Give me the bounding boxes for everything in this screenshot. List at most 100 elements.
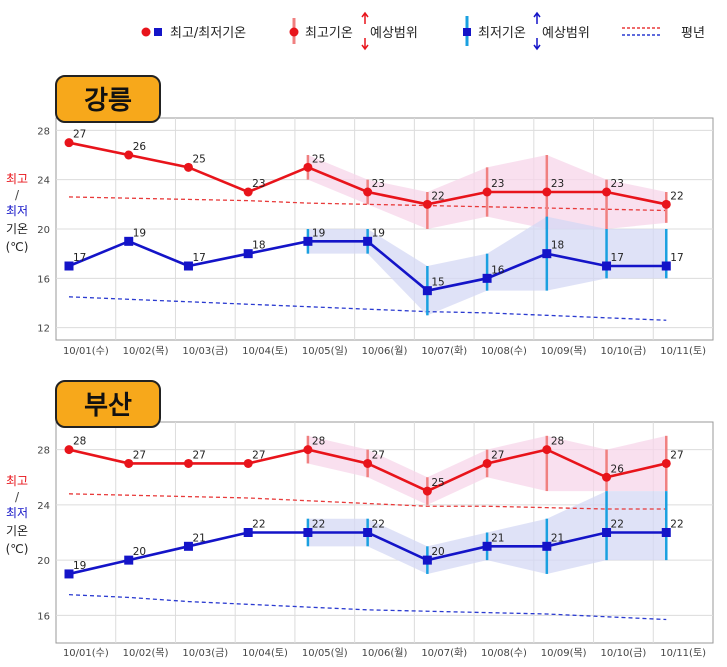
- x-tick-label: 10/06(월): [362, 345, 408, 357]
- chart-busan: 28 24 20 16 10/01(수) 10/02(목) 10/03(금) 10/04(토)…: [6, 380, 714, 659]
- low-temp-label: 21: [491, 532, 504, 544]
- high-temp-point: [542, 445, 552, 455]
- x-tick-label: 10/03(금): [182, 647, 228, 659]
- high-temp-label: 28: [73, 436, 86, 448]
- x-tick-label: 10/11(토): [660, 346, 706, 357]
- high-temp-label: 28: [551, 436, 564, 448]
- low-temp-point: [243, 528, 253, 537]
- y-tick-label: 28: [37, 126, 50, 137]
- high-temp-point: [303, 445, 313, 455]
- high-temp-label: 23: [491, 178, 504, 190]
- x-tick-label: 10/03(금): [182, 345, 228, 357]
- legend: 최고/최저기온 최고기온 예상범위 최저기온 예상범위 평년: [141, 11, 705, 51]
- y-tick-label: 20: [37, 556, 50, 567]
- y-label-low: 최저: [6, 506, 28, 520]
- low-temp-point: [64, 261, 74, 271]
- high-temp-label: 27: [73, 129, 86, 141]
- low-temp-label: 19: [312, 227, 325, 239]
- y-label-unit: (℃): [6, 240, 29, 254]
- x-tick-label: 10/04(토): [242, 648, 288, 659]
- low-temp-point: [363, 236, 373, 246]
- legend-item-high: 최고기온: [305, 26, 353, 41]
- high-temp-label: 25: [192, 153, 205, 165]
- legend-high-range: 예상범위: [370, 26, 418, 41]
- y-label-slash: /: [15, 188, 20, 202]
- low-temp-label: 20: [431, 546, 444, 558]
- low-temp-label: 21: [551, 532, 564, 544]
- high-temp-point: [183, 458, 193, 468]
- y-tick-label: 16: [37, 611, 50, 622]
- x-tick-label: 10/05(일): [302, 647, 348, 659]
- normal-high-line: [68, 493, 667, 510]
- x-tick-label: 10/08(수): [481, 345, 527, 357]
- high-temp-point: [363, 187, 373, 197]
- high-temp-point: [661, 199, 671, 209]
- x-tick-label: 10/01(수): [63, 345, 109, 357]
- y-label-high: 최고: [6, 474, 28, 488]
- high-temp-label: 27: [252, 449, 265, 461]
- low-temp-label: 16: [491, 264, 505, 276]
- high-temp-label: 27: [670, 449, 683, 461]
- x-tick-label: 10/05(일): [302, 345, 348, 357]
- high-temp-point: [482, 187, 492, 197]
- x-tick-label: 10/08(수): [481, 647, 527, 659]
- y-label-slash: /: [15, 490, 20, 504]
- low-temp-point: [422, 555, 432, 565]
- y-label-low: 최저: [6, 204, 28, 218]
- legend-item-low: 최저기온: [478, 26, 526, 41]
- high-temp-label: 27: [192, 449, 205, 461]
- low-temp-label: 20: [133, 546, 146, 558]
- high-temp-point: [661, 458, 671, 468]
- high-temp-label: 23: [372, 178, 385, 190]
- low-temp-point: [124, 236, 134, 246]
- y-tick-label: 28: [37, 446, 50, 457]
- x-tick-label: 10/01(수): [63, 647, 109, 659]
- high-temp-label: 23: [551, 178, 564, 190]
- high-temp-label: 28: [312, 436, 325, 448]
- high-temp-point: [243, 458, 253, 468]
- y-label-unit: (℃): [6, 542, 29, 556]
- x-tick-label: 10/07(화): [421, 345, 467, 357]
- legend-item-normal: 평년: [681, 26, 705, 41]
- y-tick-label: 20: [37, 225, 50, 236]
- high-temp-point: [303, 162, 313, 172]
- chart-title-badge: [55, 380, 161, 428]
- high-temp-label: 25: [312, 153, 325, 165]
- high-temp-label: 26: [611, 463, 625, 475]
- legend-up-arrow-icon: [361, 11, 369, 24]
- high-temp-point: [422, 199, 432, 209]
- y-tick-label: 12: [37, 324, 50, 335]
- high-temp-label: 27: [491, 449, 504, 461]
- plot-area: 28 24 20 16 12 10/01(수) 10/02(목) 10/03(금) 10/04(…: [37, 117, 714, 357]
- y-label-temp: 기온: [6, 524, 28, 538]
- chart-title: 강릉: [84, 86, 132, 116]
- y-axis-label: 최고 / 최저 기온 (℃): [6, 172, 29, 254]
- high-temp-point: [482, 458, 492, 468]
- legend-high-dot-icon: [289, 27, 299, 37]
- high-temp-point: [64, 445, 74, 455]
- x-tick-label: 10/04(토): [242, 346, 288, 357]
- chart-title: 부산: [84, 391, 132, 421]
- y-tick-label: 16: [37, 274, 50, 285]
- legend-down-arrow-icon: [533, 38, 541, 51]
- low-temp-point: [542, 249, 552, 259]
- low-temp-label: 22: [252, 519, 265, 531]
- low-temp-label: 19: [372, 227, 385, 239]
- chart-gangneung: 28 24 20 16 12 10/01(수) 10/02(목) 10/03(금) 10/04(…: [6, 75, 714, 357]
- low-temp-point: [542, 541, 552, 551]
- x-tick-label: 10/10(금): [600, 345, 646, 357]
- high-temp-point: [124, 150, 134, 160]
- low-range-band: [307, 491, 667, 574]
- y-axis-label: 최고 / 최저 기온 (℃): [6, 474, 29, 556]
- high-temp-point: [422, 486, 432, 496]
- x-tick-label: 10/11(토): [660, 648, 706, 659]
- low-temp-label: 17: [670, 252, 683, 264]
- high-temp-point: [64, 138, 74, 148]
- legend-high-dot-icon: [141, 27, 151, 37]
- low-temp-point: [661, 528, 671, 537]
- low-temp-label: 22: [372, 519, 385, 531]
- x-tick-label: 10/06(월): [362, 647, 408, 659]
- low-temp-point: [363, 528, 373, 537]
- high-temp-label: 27: [133, 449, 146, 461]
- high-temp-label: 27: [372, 449, 385, 461]
